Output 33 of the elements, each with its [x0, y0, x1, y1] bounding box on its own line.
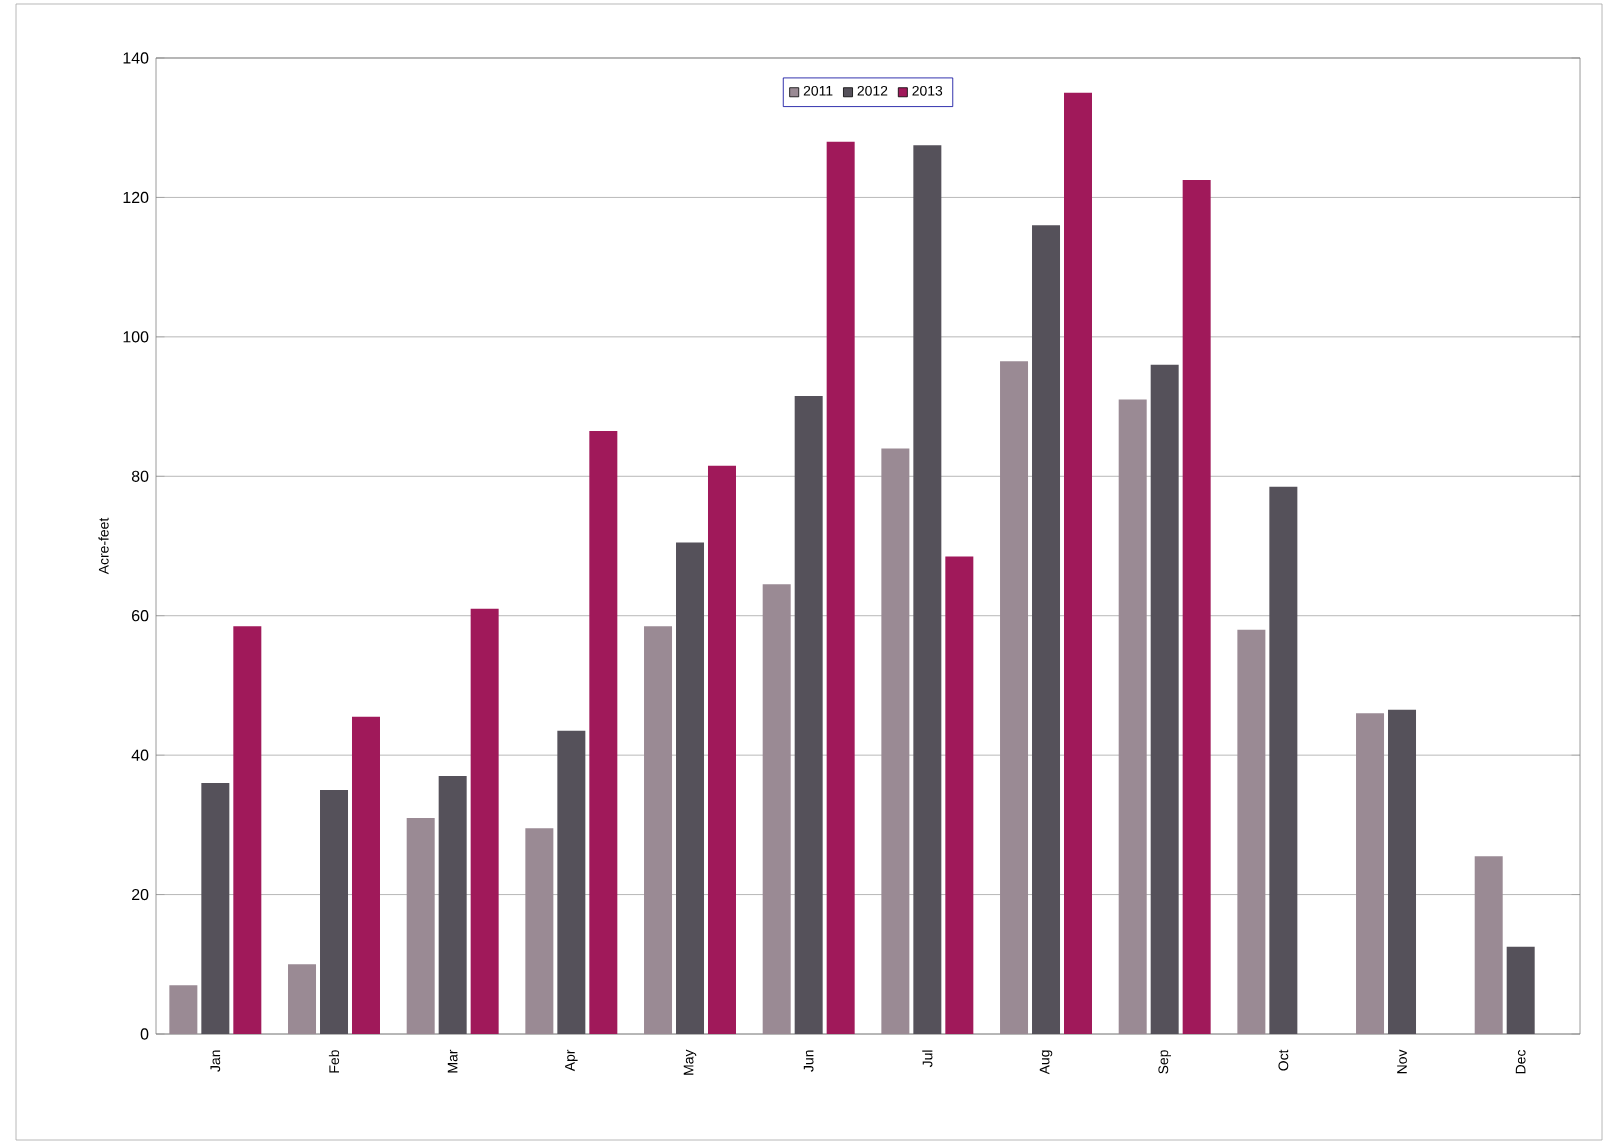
bar: [169, 985, 198, 1034]
bar: [351, 716, 380, 1034]
bar: [644, 626, 673, 1034]
bar: [826, 141, 855, 1034]
bar: [1237, 629, 1266, 1034]
bar: [320, 790, 349, 1034]
bar: [1269, 486, 1298, 1034]
bar: [201, 783, 230, 1034]
bar: [1118, 399, 1147, 1034]
bar: [1000, 361, 1029, 1034]
bar: [406, 817, 435, 1034]
bar: [881, 448, 910, 1034]
bar: [233, 626, 262, 1034]
bar: [1356, 713, 1385, 1034]
bar: [1032, 225, 1061, 1034]
bar: [794, 396, 823, 1034]
bar: [762, 584, 791, 1034]
bar: [707, 465, 736, 1034]
bar: [288, 964, 317, 1034]
bar: [945, 556, 974, 1034]
bar: [1150, 364, 1179, 1034]
bar: [470, 608, 499, 1034]
bar: [676, 542, 705, 1034]
bar: [1388, 709, 1417, 1034]
bar: [525, 828, 554, 1034]
bar: [557, 730, 586, 1034]
bar: [1474, 856, 1503, 1034]
bar: [1064, 92, 1092, 1034]
bar: [589, 430, 618, 1034]
bar: [1506, 946, 1535, 1034]
bar: [438, 776, 467, 1034]
bar: [913, 145, 942, 1034]
bar: [1182, 179, 1211, 1034]
